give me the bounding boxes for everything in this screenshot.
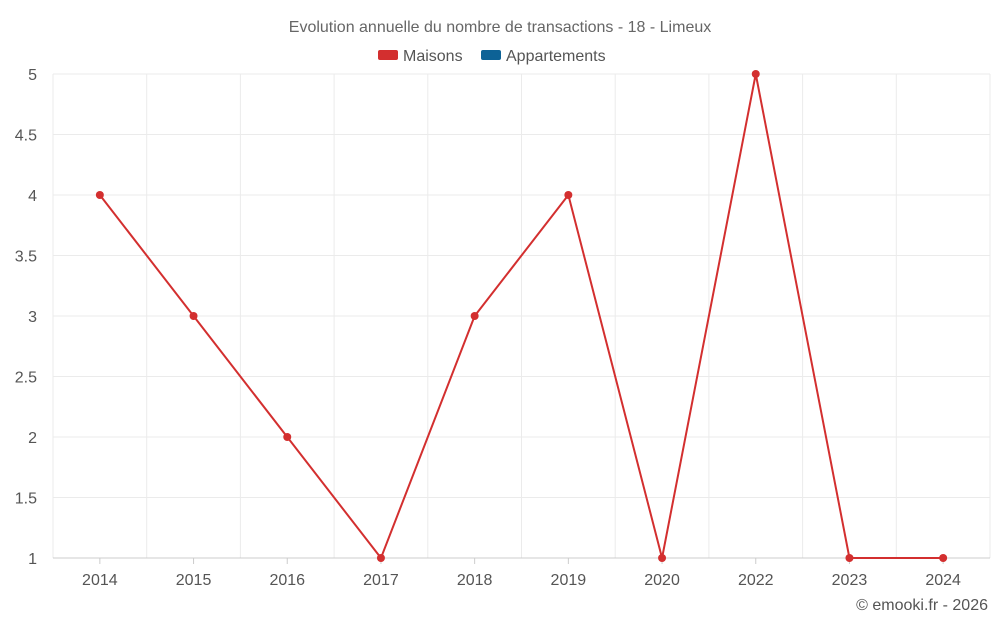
credit-text: © emooki.fr - 2026 (856, 597, 988, 614)
legend-item-maisons[interactable]: Maisons (378, 48, 463, 65)
x-tick-label: 2014 (82, 572, 118, 589)
legend-swatch-appartements (481, 50, 501, 60)
data-point[interactable] (564, 191, 573, 199)
y-tick-label: 3.5 (15, 249, 37, 266)
y-tick-label: 3 (28, 309, 37, 326)
x-tick-label: 2024 (925, 572, 961, 589)
x-tick-label: 2022 (738, 572, 774, 589)
data-point[interactable] (283, 433, 292, 441)
x-tick-label: 2023 (832, 572, 868, 589)
x-tick-label: 2018 (457, 572, 493, 589)
y-tick-label: 4.5 (15, 128, 37, 145)
legend-item-appartements[interactable]: Appartements (481, 48, 606, 65)
legend[interactable]: Maisons Appartements (378, 48, 606, 65)
x-tick-label: 2019 (551, 572, 587, 589)
y-tick-label: 1.5 (15, 491, 37, 508)
y-tick-label: 2 (28, 430, 37, 447)
x-axis-ticks: 2014 2015 2016 2017 2018 2019 2020 2022 2023 2024 (82, 558, 961, 589)
y-tick-label: 1 (28, 551, 37, 568)
legend-label-appartements: Appartements (506, 48, 606, 65)
data-point[interactable] (845, 554, 854, 562)
series (95, 70, 948, 562)
y-tick-label: 5 (28, 67, 37, 84)
series-line (99, 73, 944, 559)
y-tick-label: 2.5 (15, 370, 37, 387)
data-point[interactable] (658, 554, 667, 562)
legend-swatch-maisons (378, 50, 398, 60)
chart-title: Evolution annuelle du nombre de transact… (289, 19, 711, 36)
x-tick-label: 2020 (644, 572, 680, 589)
x-tick-label: 2015 (176, 572, 212, 589)
legend-label-maisons: Maisons (403, 48, 463, 65)
data-point[interactable] (470, 312, 479, 320)
data-point[interactable] (189, 312, 198, 320)
series-maisons (95, 70, 948, 562)
x-tick-label: 2016 (269, 572, 305, 589)
x-tick-label: 2017 (363, 572, 399, 589)
data-point[interactable] (95, 191, 104, 199)
data-point[interactable] (751, 70, 760, 78)
y-tick-label: 4 (28, 188, 37, 205)
y-axis-ticks: 1 1.5 2 2.5 3 3.5 4 4.5 5 (15, 67, 37, 568)
data-point[interactable] (376, 554, 385, 562)
data-point[interactable] (939, 554, 948, 562)
